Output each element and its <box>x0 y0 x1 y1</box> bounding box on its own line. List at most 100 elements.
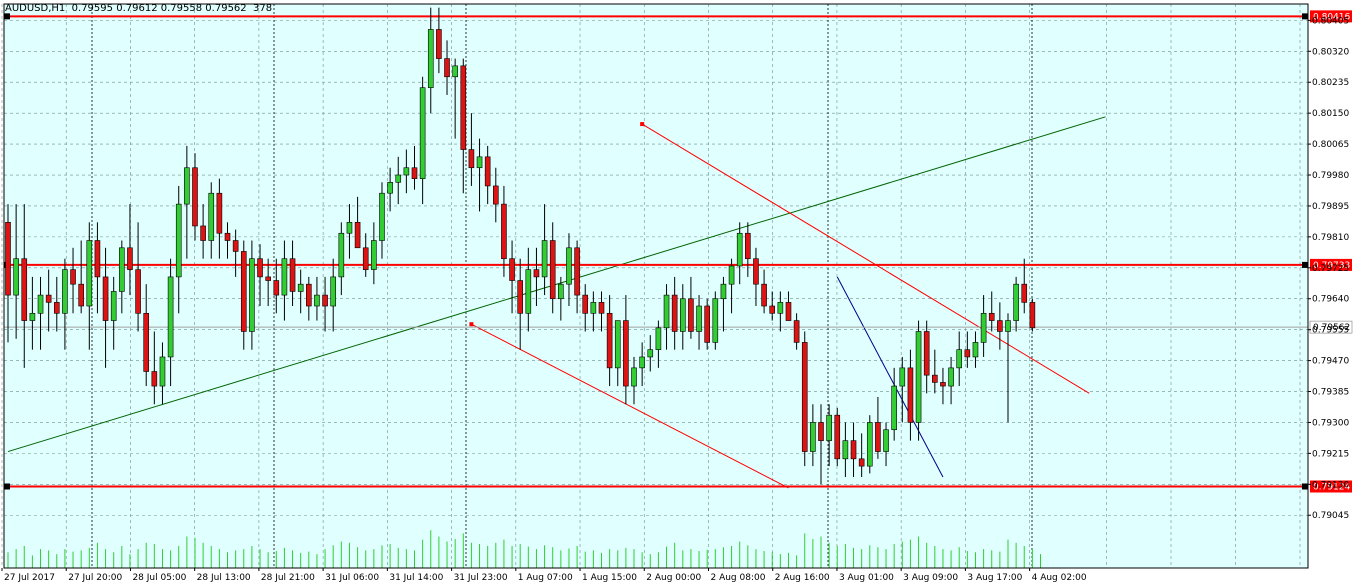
candle-body <box>444 58 450 78</box>
candle-body <box>379 192 385 241</box>
candle-body <box>923 331 930 376</box>
candle-body <box>257 258 263 278</box>
level-price-label: 0.79733 <box>1313 261 1350 271</box>
candle-body <box>736 232 743 267</box>
candle-body <box>21 258 28 321</box>
candle-body <box>712 298 719 343</box>
horizontal-lines[interactable]: 0.80416 0.79733 0.79124 0.79562 <box>4 10 1353 493</box>
x-tick-label: 3 Aug 17:00 <box>967 573 1022 583</box>
candle-body <box>696 305 702 332</box>
candle-body <box>720 283 727 300</box>
candle-body <box>745 232 751 260</box>
price-axis[interactable]: 0.80405 0.80320 0.80235 0.80150 0.80065 0.799… <box>1308 16 1349 521</box>
candle-body <box>167 276 174 358</box>
trendline-channel-upper[interactable] <box>641 123 1090 394</box>
candle-body <box>184 167 190 205</box>
candle-body <box>997 320 1003 332</box>
candle-body <box>192 167 198 227</box>
level-anchor-left[interactable] <box>4 483 10 490</box>
candle-body <box>427 29 434 88</box>
candle-body <box>314 294 320 307</box>
candle-body <box>78 283 84 307</box>
y-tick-label: 0.79895 <box>1312 202 1349 212</box>
candle-body <box>948 367 954 387</box>
candle-body <box>647 349 654 358</box>
candle-body <box>623 320 629 387</box>
plot-area[interactable] <box>4 4 1308 568</box>
candle-body <box>484 156 491 187</box>
candle-body <box>956 349 963 369</box>
x-tick-label: 31 Jul 06:00 <box>325 573 379 583</box>
candle-body <box>175 203 182 278</box>
y-tick-label: 0.79980 <box>1312 171 1349 181</box>
candle-body <box>297 283 304 292</box>
candle-body <box>289 258 296 292</box>
candle-body <box>533 269 540 278</box>
candle-body <box>671 294 678 332</box>
x-tick-label: 31 Jul 23:00 <box>454 573 508 583</box>
time-axis[interactable]: 27 Jul 2017 27 Jul 20:00 28 Jul 05:00 28 Ju… <box>1 568 1087 583</box>
candle-body <box>858 458 865 467</box>
volume-bars <box>7 530 1042 568</box>
level-anchor-right[interactable] <box>1302 483 1308 490</box>
level-anchor-right[interactable] <box>1302 13 1308 20</box>
candle-body <box>541 240 548 278</box>
x-tick-label: 4 Aug 02:00 <box>1032 573 1087 583</box>
candle-body <box>517 280 523 314</box>
candle-body <box>1005 320 1011 332</box>
candle-body <box>452 65 458 78</box>
candle-body <box>753 258 759 285</box>
candle-body <box>1021 283 1028 303</box>
level-price-tag <box>1310 258 1352 271</box>
candle-body <box>679 298 686 332</box>
candle-body <box>208 192 215 241</box>
y-tick-label: 0.79725 <box>1312 264 1349 274</box>
candle-body <box>5 222 11 296</box>
trendline-projection[interactable] <box>836 276 944 478</box>
candle-body <box>143 312 150 372</box>
x-tick-label: 3 Aug 09:00 <box>903 573 958 583</box>
candle-body <box>249 258 255 332</box>
candle-body <box>371 240 377 270</box>
candles <box>5 7 1036 485</box>
level-anchor-left[interactable] <box>4 13 10 20</box>
candle-body <box>964 349 971 358</box>
x-tick-label: 2 Aug 00:00 <box>646 573 701 583</box>
candle-body <box>13 258 19 296</box>
candle-body <box>476 156 483 169</box>
candle-body <box>525 269 532 314</box>
candle-body <box>29 312 36 321</box>
x-tick-label: 2 Aug 16:00 <box>775 573 830 583</box>
trendline-channel-lower[interactable] <box>471 323 789 489</box>
candle-body <box>549 240 556 300</box>
level-anchor-right[interactable] <box>1302 261 1308 268</box>
level-price-tag <box>1310 10 1352 23</box>
candle-body <box>972 342 979 358</box>
y-tick-label: 0.79045 <box>1312 511 1349 521</box>
level-price-tag <box>1310 480 1352 493</box>
grid <box>1 4 1308 568</box>
candle-body <box>387 181 393 194</box>
x-tick-label: 2 Aug 08:00 <box>710 573 765 583</box>
current-price-label: 0.79562 <box>1313 323 1350 333</box>
candle-body <box>704 305 710 343</box>
trendline-uptrend[interactable] <box>7 116 1106 453</box>
trendline-anchor[interactable] <box>640 122 645 127</box>
candle-body <box>850 440 857 460</box>
candle-body <box>866 422 873 467</box>
candle-body <box>769 305 776 314</box>
candle-body <box>232 240 239 252</box>
level-price-label: 0.80416 <box>1313 12 1350 22</box>
candle-body <box>1029 302 1036 329</box>
candle-body <box>598 302 605 314</box>
trendline-anchor[interactable] <box>469 322 474 327</box>
candle-body <box>655 327 662 350</box>
trendlines[interactable] <box>7 116 1106 489</box>
candle-body <box>159 356 166 387</box>
candle-body <box>566 247 572 285</box>
candle-body <box>915 331 922 423</box>
candle-body <box>883 429 889 452</box>
candle-body <box>127 247 133 270</box>
